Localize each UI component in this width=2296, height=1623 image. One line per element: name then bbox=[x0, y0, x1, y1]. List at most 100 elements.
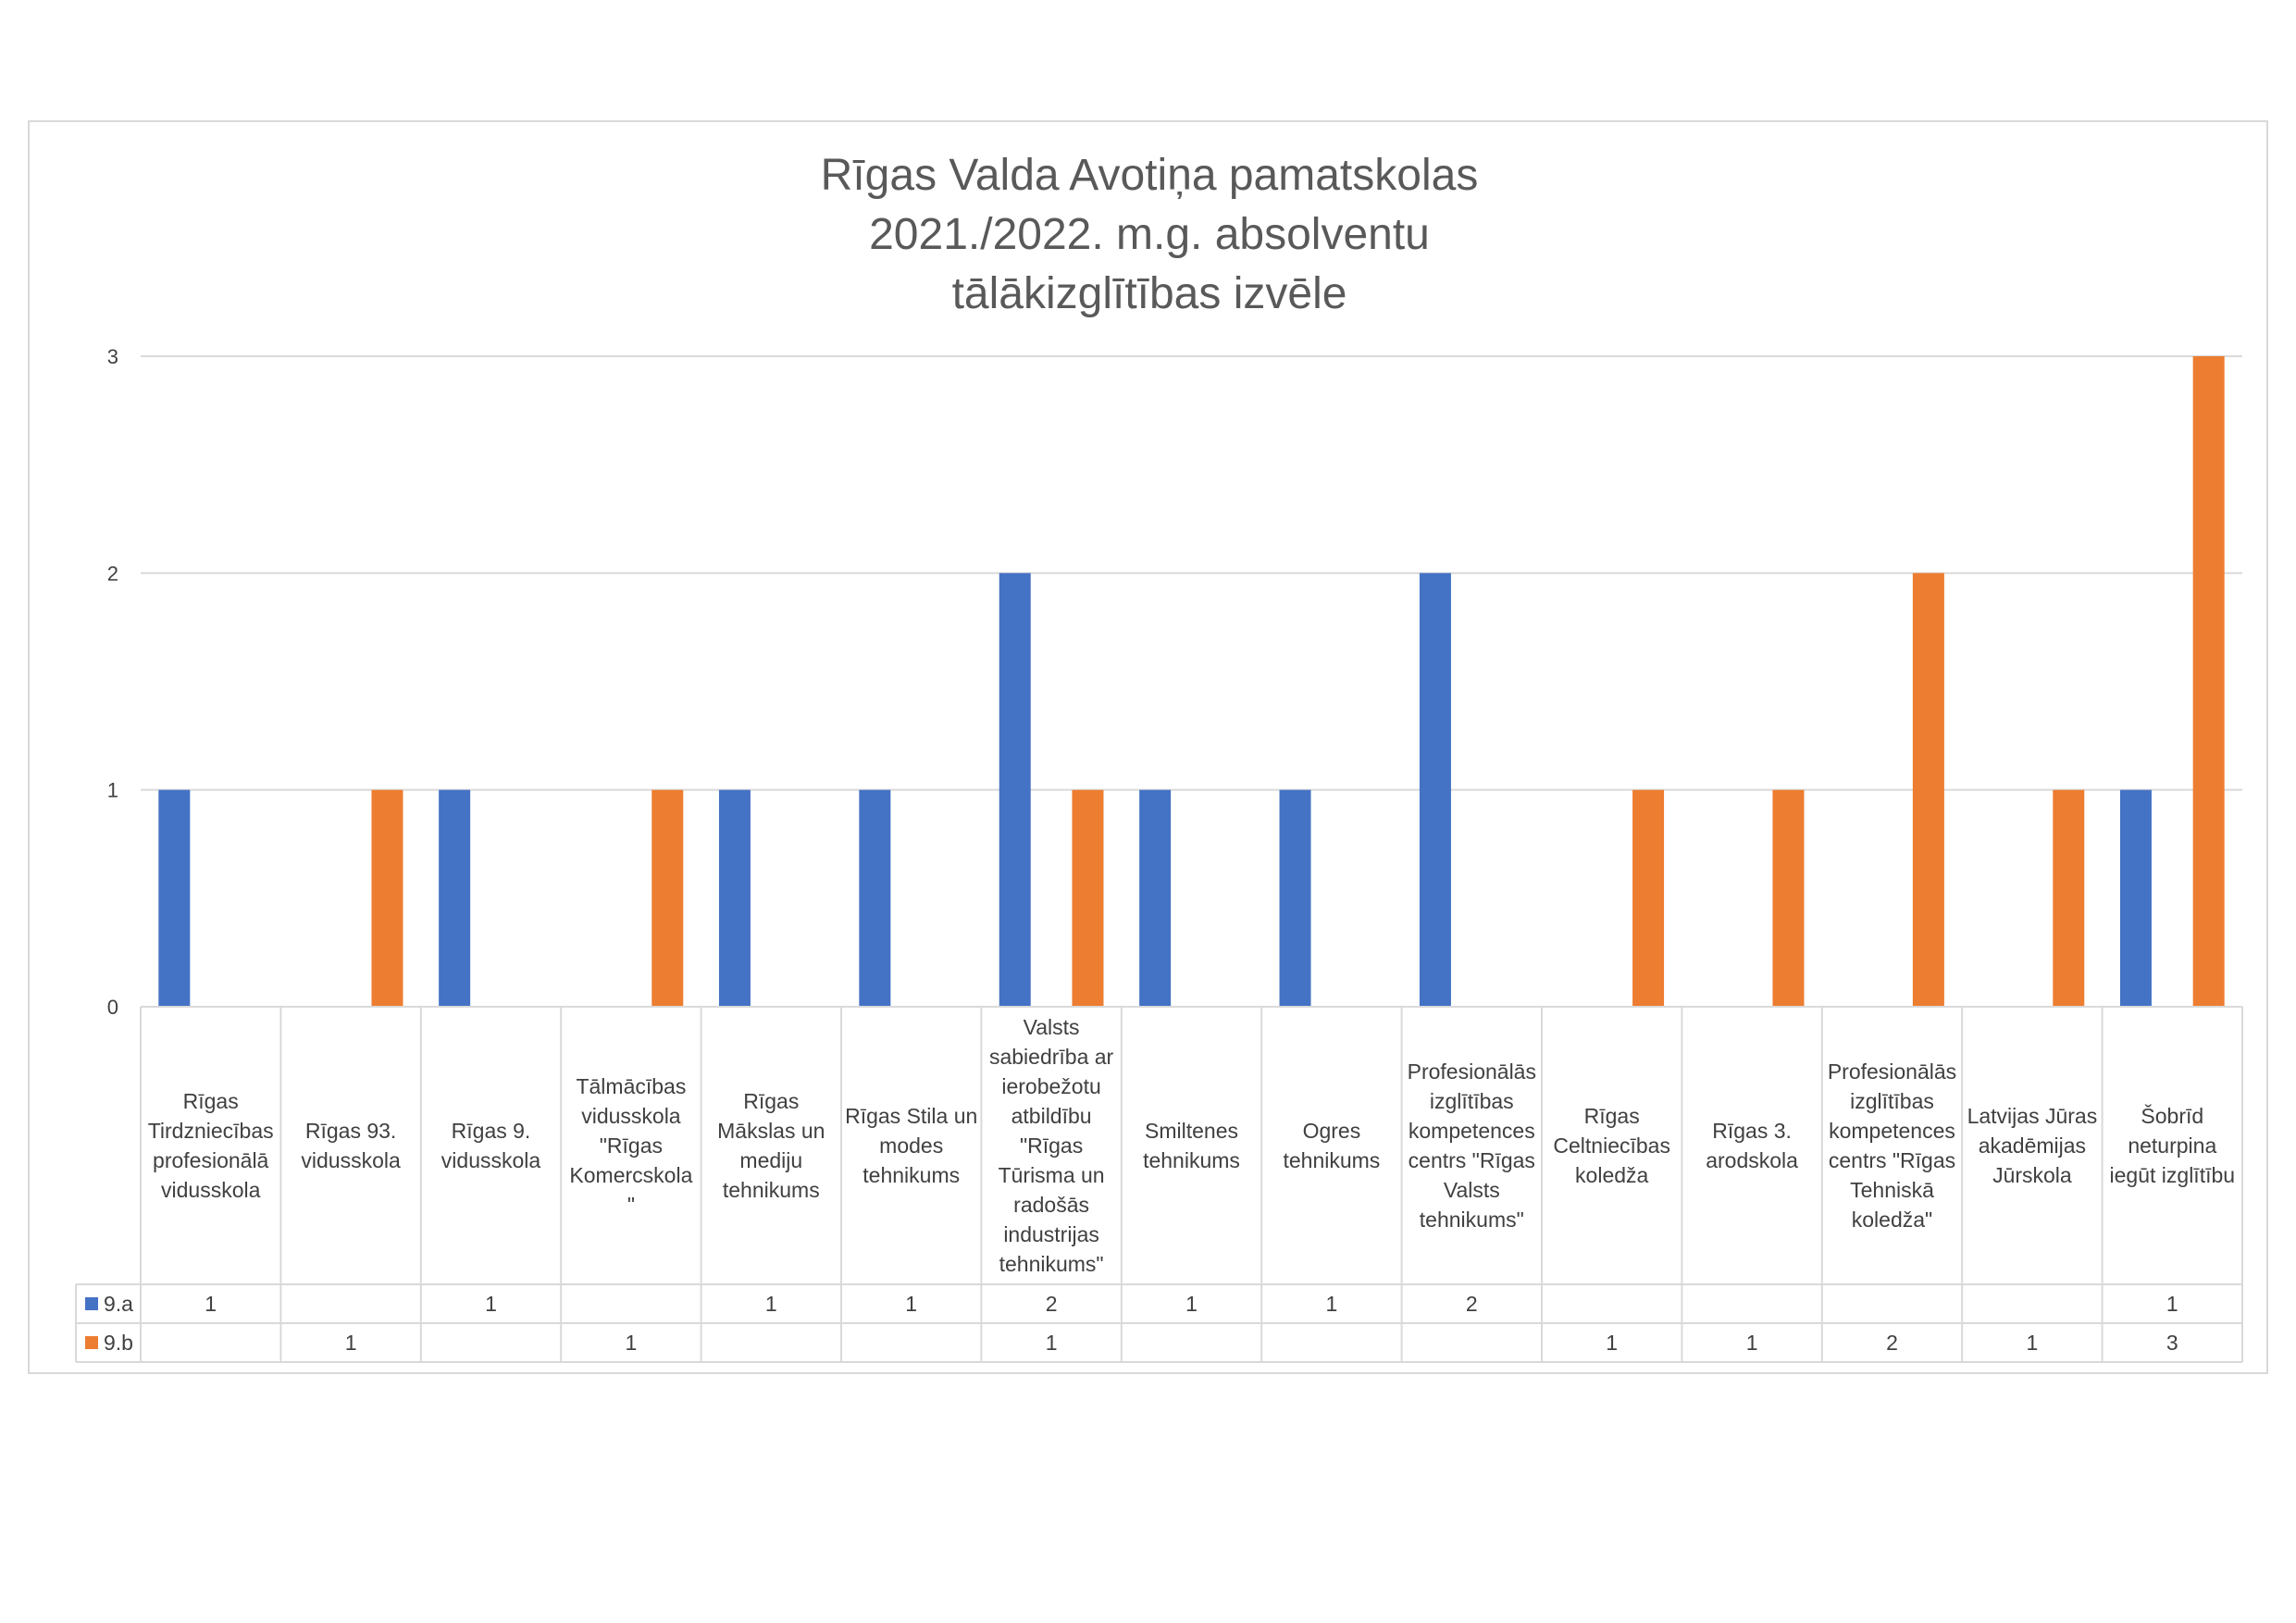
data-table-value: 1 bbox=[1326, 1292, 1338, 1316]
x-category-label: Rīgas 3. bbox=[1712, 1119, 1792, 1143]
bar-9a-4 bbox=[718, 789, 751, 1007]
data-table-value: 1 bbox=[2027, 1331, 2039, 1355]
chart-title-line: tālākizglītības izvēle bbox=[952, 269, 1347, 318]
bar-9b-12 bbox=[1912, 573, 1944, 1007]
x-category-label: koledža bbox=[1575, 1163, 1648, 1187]
bar-chart: Rīgas Valda Avotiņa pamatskolas 2021./202… bbox=[75, 151, 2243, 1363]
bar-9b-6 bbox=[1072, 789, 1104, 1007]
x-category-label: Valsts bbox=[1024, 1015, 1080, 1039]
bar-9a-5 bbox=[859, 789, 891, 1007]
x-category-label: vidusskola bbox=[161, 1178, 261, 1202]
x-category-label: vidusskola bbox=[301, 1148, 401, 1172]
legend-label-9b: 9.b bbox=[104, 1331, 133, 1355]
x-category-label: Tālmācības bbox=[576, 1074, 686, 1098]
chart-frame: Rīgas Valda Avotiņa pamatskolas 2021./202… bbox=[28, 120, 2268, 1374]
x-category-label: Celtniecības bbox=[1553, 1134, 1670, 1158]
x-category-label: Tirdzniecības bbox=[148, 1119, 274, 1143]
x-category-label: Rīgas bbox=[1584, 1104, 1640, 1128]
x-category-label: kompetences bbox=[1409, 1119, 1535, 1143]
bar-9b-10 bbox=[1632, 789, 1665, 1007]
data-table-value: 1 bbox=[1606, 1331, 1618, 1355]
bar-9a-2 bbox=[439, 789, 471, 1007]
x-category-label: centrs "Rīgas bbox=[1829, 1148, 1955, 1172]
x-category-label: tehnikums bbox=[863, 1163, 960, 1187]
bar-9a-0 bbox=[158, 789, 191, 1007]
x-category-label: izglītības bbox=[1850, 1089, 1934, 1113]
data-table-value: 1 bbox=[2166, 1292, 2178, 1316]
bar-9a-6 bbox=[999, 573, 1031, 1007]
x-category-label: Valsts bbox=[1444, 1178, 1500, 1202]
data-table-value: 2 bbox=[1886, 1331, 1898, 1355]
x-category-label: industrijas bbox=[1003, 1222, 1099, 1246]
data-table-value: 1 bbox=[485, 1292, 497, 1316]
x-category-label: Rīgas bbox=[183, 1089, 239, 1113]
x-category-label: kompetences bbox=[1829, 1119, 1955, 1143]
x-category-label: profesionālā bbox=[153, 1148, 269, 1172]
x-category-label: Ogres bbox=[1303, 1119, 1361, 1143]
x-category-label: Rīgas bbox=[743, 1089, 799, 1113]
x-category-label: " bbox=[627, 1193, 635, 1217]
x-category-label: centrs "Rīgas bbox=[1409, 1148, 1535, 1172]
x-category-label: iegūt izglītību bbox=[2110, 1163, 2236, 1187]
x-category-label: Rīgas Stila un bbox=[845, 1104, 977, 1128]
bar-9a-9 bbox=[1419, 573, 1451, 1007]
data-table-value: 1 bbox=[905, 1292, 917, 1316]
x-category-label: izglītības bbox=[1430, 1089, 1514, 1113]
x-category-label: vidusskola bbox=[581, 1104, 681, 1128]
data-table-value: 1 bbox=[205, 1292, 217, 1316]
x-category-label: atbildību bbox=[1011, 1104, 1092, 1128]
x-category-label: ierobežotu bbox=[1001, 1074, 1100, 1098]
x-category-label: vidusskola bbox=[441, 1148, 541, 1172]
x-category-label: neturpina bbox=[2128, 1134, 2216, 1158]
x-category-label: Profesionālās bbox=[1408, 1059, 1536, 1084]
legend-key-9a bbox=[85, 1297, 98, 1310]
chart-title-line: Rīgas Valda Avotiņa pamatskolas bbox=[821, 151, 1479, 200]
x-category-label: tehnikums" bbox=[1420, 1208, 1524, 1232]
bar-9b-11 bbox=[1772, 789, 1805, 1007]
data-table-value: 3 bbox=[2166, 1331, 2178, 1355]
x-category-label: Komercskola bbox=[569, 1163, 692, 1187]
x-category-label: Rīgas 9. bbox=[452, 1119, 531, 1143]
x-category-label: modes bbox=[879, 1134, 943, 1158]
y-tick-label: 2 bbox=[107, 562, 118, 585]
x-category-label: Profesionālās bbox=[1828, 1059, 1956, 1084]
y-tick-label: 1 bbox=[107, 779, 118, 802]
bar-9a-14 bbox=[2119, 789, 2152, 1007]
x-category-label: Smiltenes bbox=[1145, 1119, 1238, 1143]
y-tick-label: 3 bbox=[107, 345, 118, 368]
data-table-value: 1 bbox=[345, 1331, 357, 1355]
x-category-label: koledža" bbox=[1852, 1208, 1932, 1232]
x-category-label: akadēmijas bbox=[1979, 1134, 2086, 1158]
bar-9b-14 bbox=[2192, 356, 2225, 1007]
x-category-label: tehnikums bbox=[1143, 1148, 1240, 1172]
x-category-label: radošās bbox=[1013, 1193, 1089, 1217]
x-category-label: Latvijas Jūras bbox=[1967, 1104, 2098, 1128]
x-category-label: Tehniskā bbox=[1850, 1178, 1934, 1202]
data-table-value: 2 bbox=[1466, 1292, 1478, 1316]
x-category-label: "Rīgas bbox=[1020, 1134, 1083, 1158]
bar-9a-8 bbox=[1279, 789, 1311, 1007]
legend-label-9a: 9.a bbox=[104, 1292, 133, 1316]
data-table-value: 1 bbox=[626, 1331, 638, 1355]
x-category-label: Mākslas un bbox=[717, 1119, 825, 1143]
bar-9a-7 bbox=[1139, 789, 1172, 1007]
data-table-value: 2 bbox=[1046, 1292, 1058, 1316]
x-category-label: Tūrisma un bbox=[999, 1163, 1105, 1187]
x-category-label: arodskola bbox=[1706, 1148, 1798, 1172]
bar-9b-1 bbox=[371, 789, 403, 1007]
x-category-label: tehnikums" bbox=[999, 1252, 1104, 1276]
x-category-label: mediju bbox=[739, 1148, 802, 1172]
data-table-value: 1 bbox=[765, 1292, 777, 1316]
x-category-label: tehnikums bbox=[723, 1178, 820, 1202]
bar-9b-13 bbox=[2053, 789, 2085, 1007]
x-category-label: Jūrskola bbox=[1992, 1163, 2072, 1187]
x-category-label: Šobrīd bbox=[2141, 1103, 2203, 1128]
x-category-label: tehnikums bbox=[1283, 1148, 1380, 1172]
legend-key-9b bbox=[85, 1336, 98, 1349]
data-table-value: 1 bbox=[1746, 1331, 1758, 1355]
y-tick-label: 0 bbox=[107, 996, 118, 1019]
bar-9b-3 bbox=[652, 789, 684, 1007]
x-category-label: "Rīgas bbox=[600, 1134, 663, 1158]
data-table-value: 1 bbox=[1185, 1292, 1198, 1316]
data-table-value: 1 bbox=[1046, 1331, 1058, 1355]
